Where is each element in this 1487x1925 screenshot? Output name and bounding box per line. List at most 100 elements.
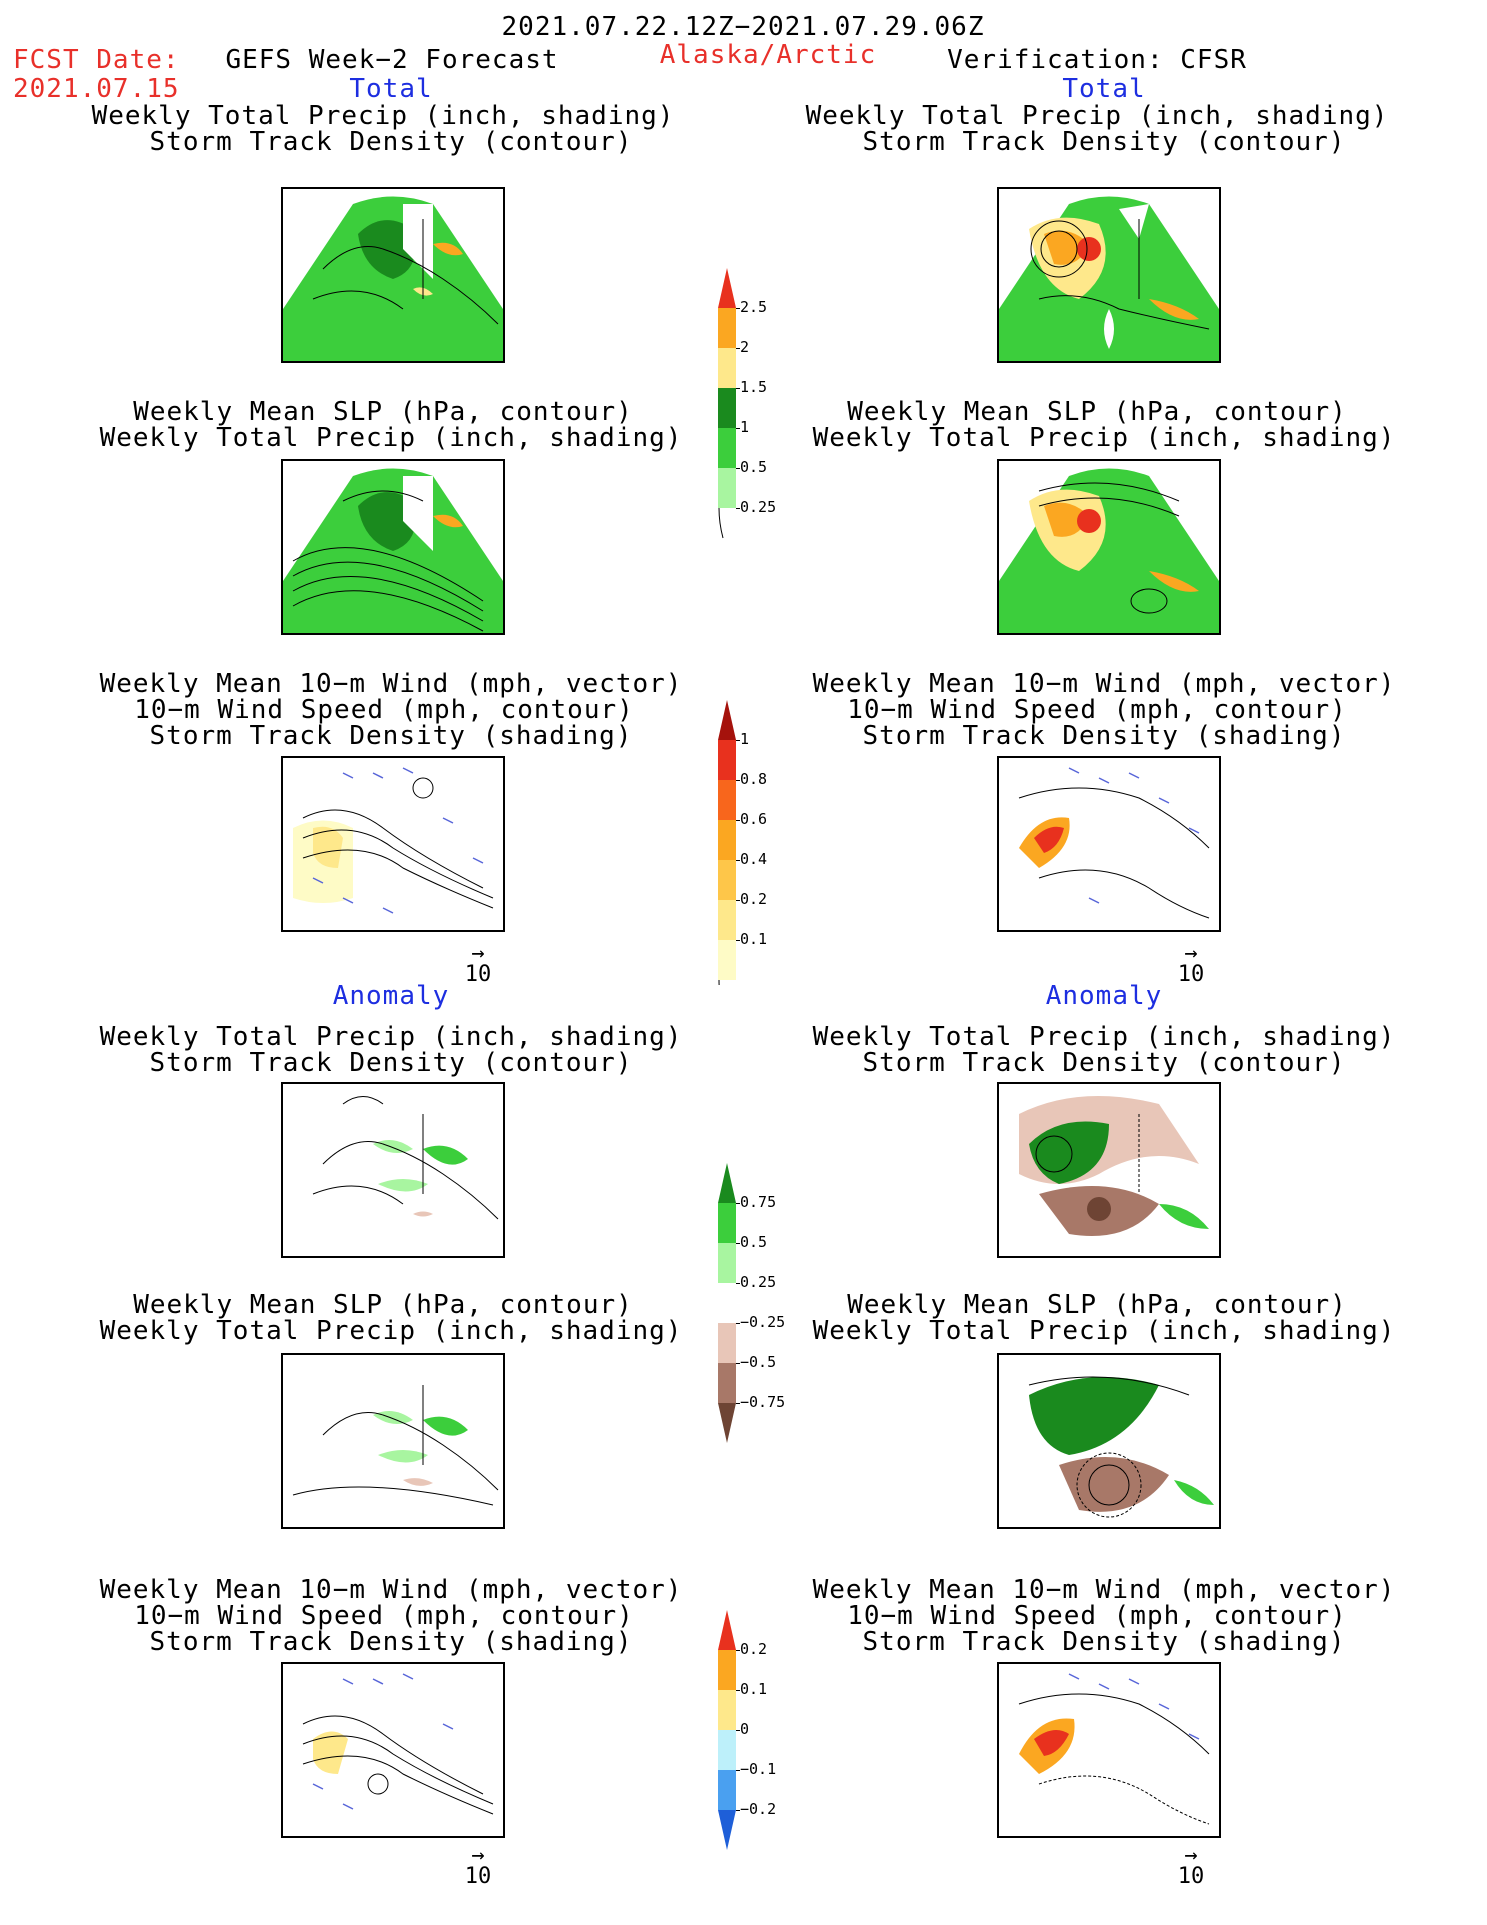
panel-title-line: Weekly Mean 10−m Wind (mph, vector) xyxy=(812,1575,1396,1605)
model-name: GEFS Week−2 Forecast xyxy=(225,45,559,75)
colorbar-tick xyxy=(736,820,740,821)
colorbar-track-anomaly xyxy=(718,1610,736,1850)
colorbar-tick-label: 2 xyxy=(740,338,750,356)
fcst-date: 2021.07.15 xyxy=(13,74,180,104)
section-anomaly-left: Anomaly xyxy=(332,981,450,1011)
vector-ref-value: 10 xyxy=(464,1864,492,1889)
panel-title-line: 10−m Wind Speed (mph, contour) xyxy=(847,1601,1347,1631)
colorbar-tick xyxy=(736,468,740,469)
colorbar-tick-label: 0.25 xyxy=(740,498,777,516)
vector-ref-value: 10 xyxy=(1177,1864,1205,1889)
colorbar-tick xyxy=(736,780,740,781)
colorbar-tick-label: 0 xyxy=(740,1720,750,1738)
section-anomaly-right: Anomaly xyxy=(1045,981,1163,1011)
map-fcst-precip-anomaly xyxy=(281,1082,505,1258)
panel-title-line: Storm Track Density (shading) xyxy=(862,1627,1346,1657)
panel-title-line: Weekly Total Precip (inch, shading) xyxy=(91,101,675,131)
colorbar-swatch xyxy=(718,1650,736,1690)
colorbar-tick xyxy=(736,740,740,741)
colorbar-tick xyxy=(736,1730,740,1731)
colorbar-total-precip xyxy=(718,268,736,553)
panel-title-line: Storm Track Density (contour) xyxy=(149,127,633,157)
colorbar-precip-anomaly xyxy=(718,1163,736,1448)
colorbar-tick xyxy=(736,1650,740,1651)
colorbar-tick xyxy=(736,1323,740,1324)
panel-title-line: Storm Track Density (shading) xyxy=(862,721,1346,751)
section-total-right: Total xyxy=(1062,74,1146,104)
panel-title-line: Weekly Total Precip (inch, shading) xyxy=(99,423,683,453)
colorbar-tick xyxy=(736,428,740,429)
map-fcst-wind-track-anomaly xyxy=(281,1662,505,1838)
colorbar-swatch xyxy=(718,1203,736,1243)
panel-title-line: Storm Track Density (contour) xyxy=(862,127,1346,157)
map-fcst-slp-precip xyxy=(281,459,505,635)
panel-title-line: Storm Track Density (contour) xyxy=(862,1048,1346,1078)
colorbar-tick-label: 0.4 xyxy=(740,850,768,868)
map-cfsr-precip-anomaly xyxy=(997,1082,1221,1258)
colorbar-swatch xyxy=(718,1163,736,1203)
colorbar-tick xyxy=(736,1403,740,1404)
colorbar-tick xyxy=(736,940,740,941)
colorbar-swatch xyxy=(718,1810,736,1850)
colorbar-tick-label: 0.1 xyxy=(740,1680,768,1698)
panel-title-line: Storm Track Density (shading) xyxy=(149,721,633,751)
colorbar-tick xyxy=(736,1203,740,1204)
colorbar-tick xyxy=(736,508,740,509)
colorbar-swatch xyxy=(718,1690,736,1730)
panel-title-line: Weekly Total Precip (inch, shading) xyxy=(812,1022,1396,1052)
colorbar-swatch xyxy=(718,1403,736,1443)
panel-title-line: Weekly Total Precip (inch, shading) xyxy=(805,101,1389,131)
colorbar-tick-label: 2.5 xyxy=(740,298,768,316)
colorbar-tick-label: 1 xyxy=(740,418,750,436)
fcst-date-label: FCST Date: xyxy=(13,45,180,75)
map-fcst-total-precip xyxy=(281,187,505,363)
colorbar-swatch xyxy=(718,700,736,740)
colorbar-swatch xyxy=(718,820,736,860)
colorbar-tick-label: 0.1 xyxy=(740,930,768,948)
colorbar-tick-label: −0.25 xyxy=(740,1313,786,1331)
panel-title-line: Weekly Total Precip (inch, shading) xyxy=(812,1316,1396,1346)
colorbar-tick-label: −0.5 xyxy=(740,1353,777,1371)
panel-title-line: Weekly Mean SLP (hPa, contour) xyxy=(133,1290,633,1320)
vector-ref-arrow: → xyxy=(471,941,485,966)
colorbar-tick xyxy=(736,1243,740,1244)
map-cfsr-slp-precip-anomaly xyxy=(997,1353,1221,1529)
panel-title-line: Weekly Mean 10−m Wind (mph, vector) xyxy=(99,1575,683,1605)
colorbar-tick-label: 0.5 xyxy=(740,458,768,476)
colorbar-swatch xyxy=(718,1730,736,1770)
colorbar-tick-label: 0.2 xyxy=(740,1640,768,1658)
colorbar-tick-label: −0.75 xyxy=(740,1393,786,1411)
colorbar-swatch xyxy=(718,740,736,780)
colorbar-tick-label: −0.1 xyxy=(740,1760,777,1778)
colorbar-swatch xyxy=(718,900,736,940)
map-cfsr-wind-track-anomaly xyxy=(997,1662,1221,1838)
colorbar-tail xyxy=(718,979,724,1011)
colorbar-swatch xyxy=(718,268,736,308)
colorbar-tick-label: −0.2 xyxy=(740,1800,777,1818)
colorbar-tick-label: 0.25 xyxy=(740,1273,777,1291)
verification-label: Verification: CFSR xyxy=(947,45,1247,75)
panel-title-line: Weekly Mean SLP (hPa, contour) xyxy=(133,397,633,427)
colorbar-tick xyxy=(736,1770,740,1771)
colorbar-swatch xyxy=(718,860,736,900)
colorbar-tick-label: 1.5 xyxy=(740,378,768,396)
vector-ref-arrow: → xyxy=(1184,1843,1198,1868)
colorbar-swatch xyxy=(718,348,736,388)
colorbar-swatch xyxy=(718,1323,736,1363)
colorbar-tick xyxy=(736,1363,740,1364)
colorbar-track-density xyxy=(718,700,736,1011)
colorbar-swatch xyxy=(718,1283,736,1323)
colorbar-tick-label: 0.2 xyxy=(740,890,768,908)
colorbar-swatch xyxy=(718,1770,736,1810)
colorbar-tick xyxy=(736,900,740,901)
colorbar-tail xyxy=(718,507,724,539)
colorbar-tick-label: 0.6 xyxy=(740,810,768,828)
colorbar-tick xyxy=(736,1283,740,1284)
panel-title-line: Storm Track Density (contour) xyxy=(149,1048,633,1078)
panel-title-line: Weekly Mean SLP (hPa, contour) xyxy=(847,1290,1347,1320)
vector-ref-value: 10 xyxy=(464,962,492,987)
map-cfsr-wind-track xyxy=(997,756,1221,932)
colorbar-swatch xyxy=(718,780,736,820)
region-name: Alaska/Arctic xyxy=(659,40,877,70)
colorbar-tick xyxy=(736,1690,740,1691)
